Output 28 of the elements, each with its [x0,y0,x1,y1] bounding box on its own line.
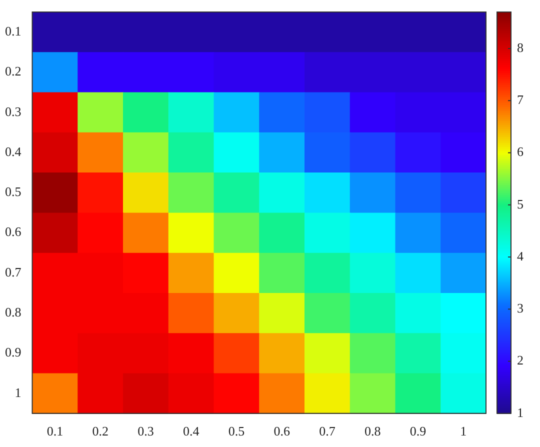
color-bar-label: 1 [517,404,524,420]
x-tick-label: 0.7 [319,424,336,439]
color-bar-label: 7 [517,92,524,108]
x-tick-label: 0.4 [182,424,200,439]
color-bar-label: 3 [517,300,524,316]
y-tick-label: 0.4 [5,144,22,159]
x-tick-label: 0.6 [274,424,290,439]
color-bar-label: 2 [517,352,524,368]
y-tick-label: 0.7 [5,264,22,280]
x-tick-label: 0.3 [138,424,154,439]
x-tick-label: 0.5 [228,424,245,439]
y-tick-label: 0.8 [5,304,22,320]
color-bar-label: 6 [517,144,524,160]
y-tick-label: 1 [14,384,22,400]
y-tick-label: 0.3 [5,104,22,119]
color-bar-label: 4 [517,248,524,264]
x-tick-label: 0.2 [92,424,108,439]
y-tick-label: 0.9 [5,344,22,360]
x-tick-label: 0.9 [410,424,426,439]
y-tick-label: 0.2 [5,64,22,79]
color-bar-label: 8 [517,40,524,55]
color-bar-label: 5 [517,196,524,212]
y-tick-label: 0.1 [5,23,22,38]
y-tick-label: 0.6 [5,224,22,240]
x-tick-label: 0.1 [46,424,64,439]
y-tick-label: 0.5 [5,184,22,200]
x-tick-label: 0.8 [364,424,381,439]
x-tick-label: 1 [460,424,467,439]
